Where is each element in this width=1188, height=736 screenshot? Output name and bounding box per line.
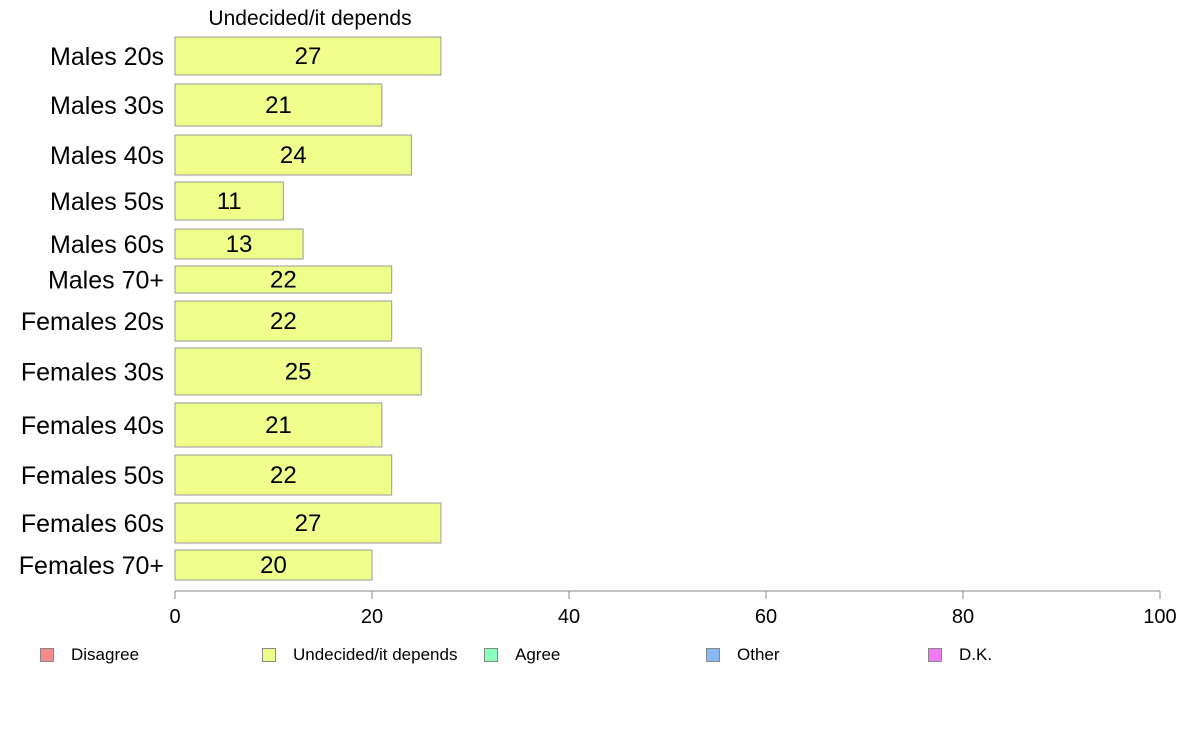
bar-value-label: 20 (260, 552, 287, 579)
x-tick-label: 20 (361, 606, 383, 628)
bar (174, 402, 383, 448)
category-label: Males 30s (50, 92, 164, 120)
bar (174, 454, 393, 496)
bar-value-label: 22 (270, 462, 297, 489)
x-tick-label: 60 (755, 606, 777, 628)
bar-value-label: 13 (226, 231, 253, 258)
x-tick-label: 100 (1143, 606, 1176, 628)
category-label: Females 30s (21, 359, 164, 387)
bar (174, 228, 304, 260)
x-tick-label: 80 (952, 606, 974, 628)
category-label: Males 70+ (48, 267, 164, 295)
legend-swatch (262, 648, 276, 662)
bar (174, 36, 442, 76)
legend-swatch (40, 648, 54, 662)
bar-value-label: 21 (265, 412, 292, 439)
category-label: Females 50s (21, 462, 164, 490)
bar-value-label: 27 (295, 510, 322, 537)
legend-item: D.K. (928, 643, 992, 667)
bar-value-label: 21 (265, 92, 292, 119)
bar-value-label: 22 (270, 267, 297, 294)
legend-swatch (928, 648, 942, 662)
legend-item: Other (706, 643, 780, 667)
legend-swatch (484, 648, 498, 662)
legend-swatch (706, 648, 720, 662)
x-tick-label: 40 (558, 606, 580, 628)
category-label: Males 60s (50, 231, 164, 259)
legend-label: D.K. (959, 645, 993, 664)
legend-item: Agree (484, 643, 560, 667)
bar-value-label: 27 (295, 43, 322, 70)
legend-item: Undecided/it depends (262, 643, 457, 667)
legend-item: Disagree (40, 643, 139, 667)
legend-label: Other (737, 645, 780, 664)
category-label: Males 50s (50, 188, 164, 216)
category-label: Females 60s (21, 510, 164, 538)
legend-label: Undecided/it depends (293, 645, 458, 664)
bar-value-label: 25 (285, 359, 312, 386)
bar (174, 181, 284, 221)
bar (174, 347, 422, 396)
x-tick-label: 0 (169, 606, 180, 628)
bar (174, 83, 383, 127)
bar-value-label: 24 (280, 142, 307, 169)
bar (174, 300, 393, 342)
category-label: Females 20s (21, 308, 164, 336)
chart-title: Undecided/it depends (208, 7, 411, 30)
bar (174, 265, 393, 294)
bar-value-label: 22 (270, 308, 297, 335)
bar (174, 549, 373, 581)
category-label: Females 70+ (19, 552, 164, 580)
category-label: Males 40s (50, 142, 164, 170)
bar-chart: Undecided/it depends 27 Males 20s 21 Males … (19, 7, 1177, 628)
category-label: Males 20s (50, 43, 164, 71)
bar-value-label: 11 (217, 188, 242, 215)
legend: Disagree Undecided/it depends Agree Other D.… (0, 643, 1188, 667)
category-label: Females 40s (21, 412, 164, 440)
legend-label: Agree (515, 645, 561, 664)
bar (174, 134, 412, 176)
legend-label: Disagree (71, 645, 140, 664)
bar (174, 502, 442, 544)
